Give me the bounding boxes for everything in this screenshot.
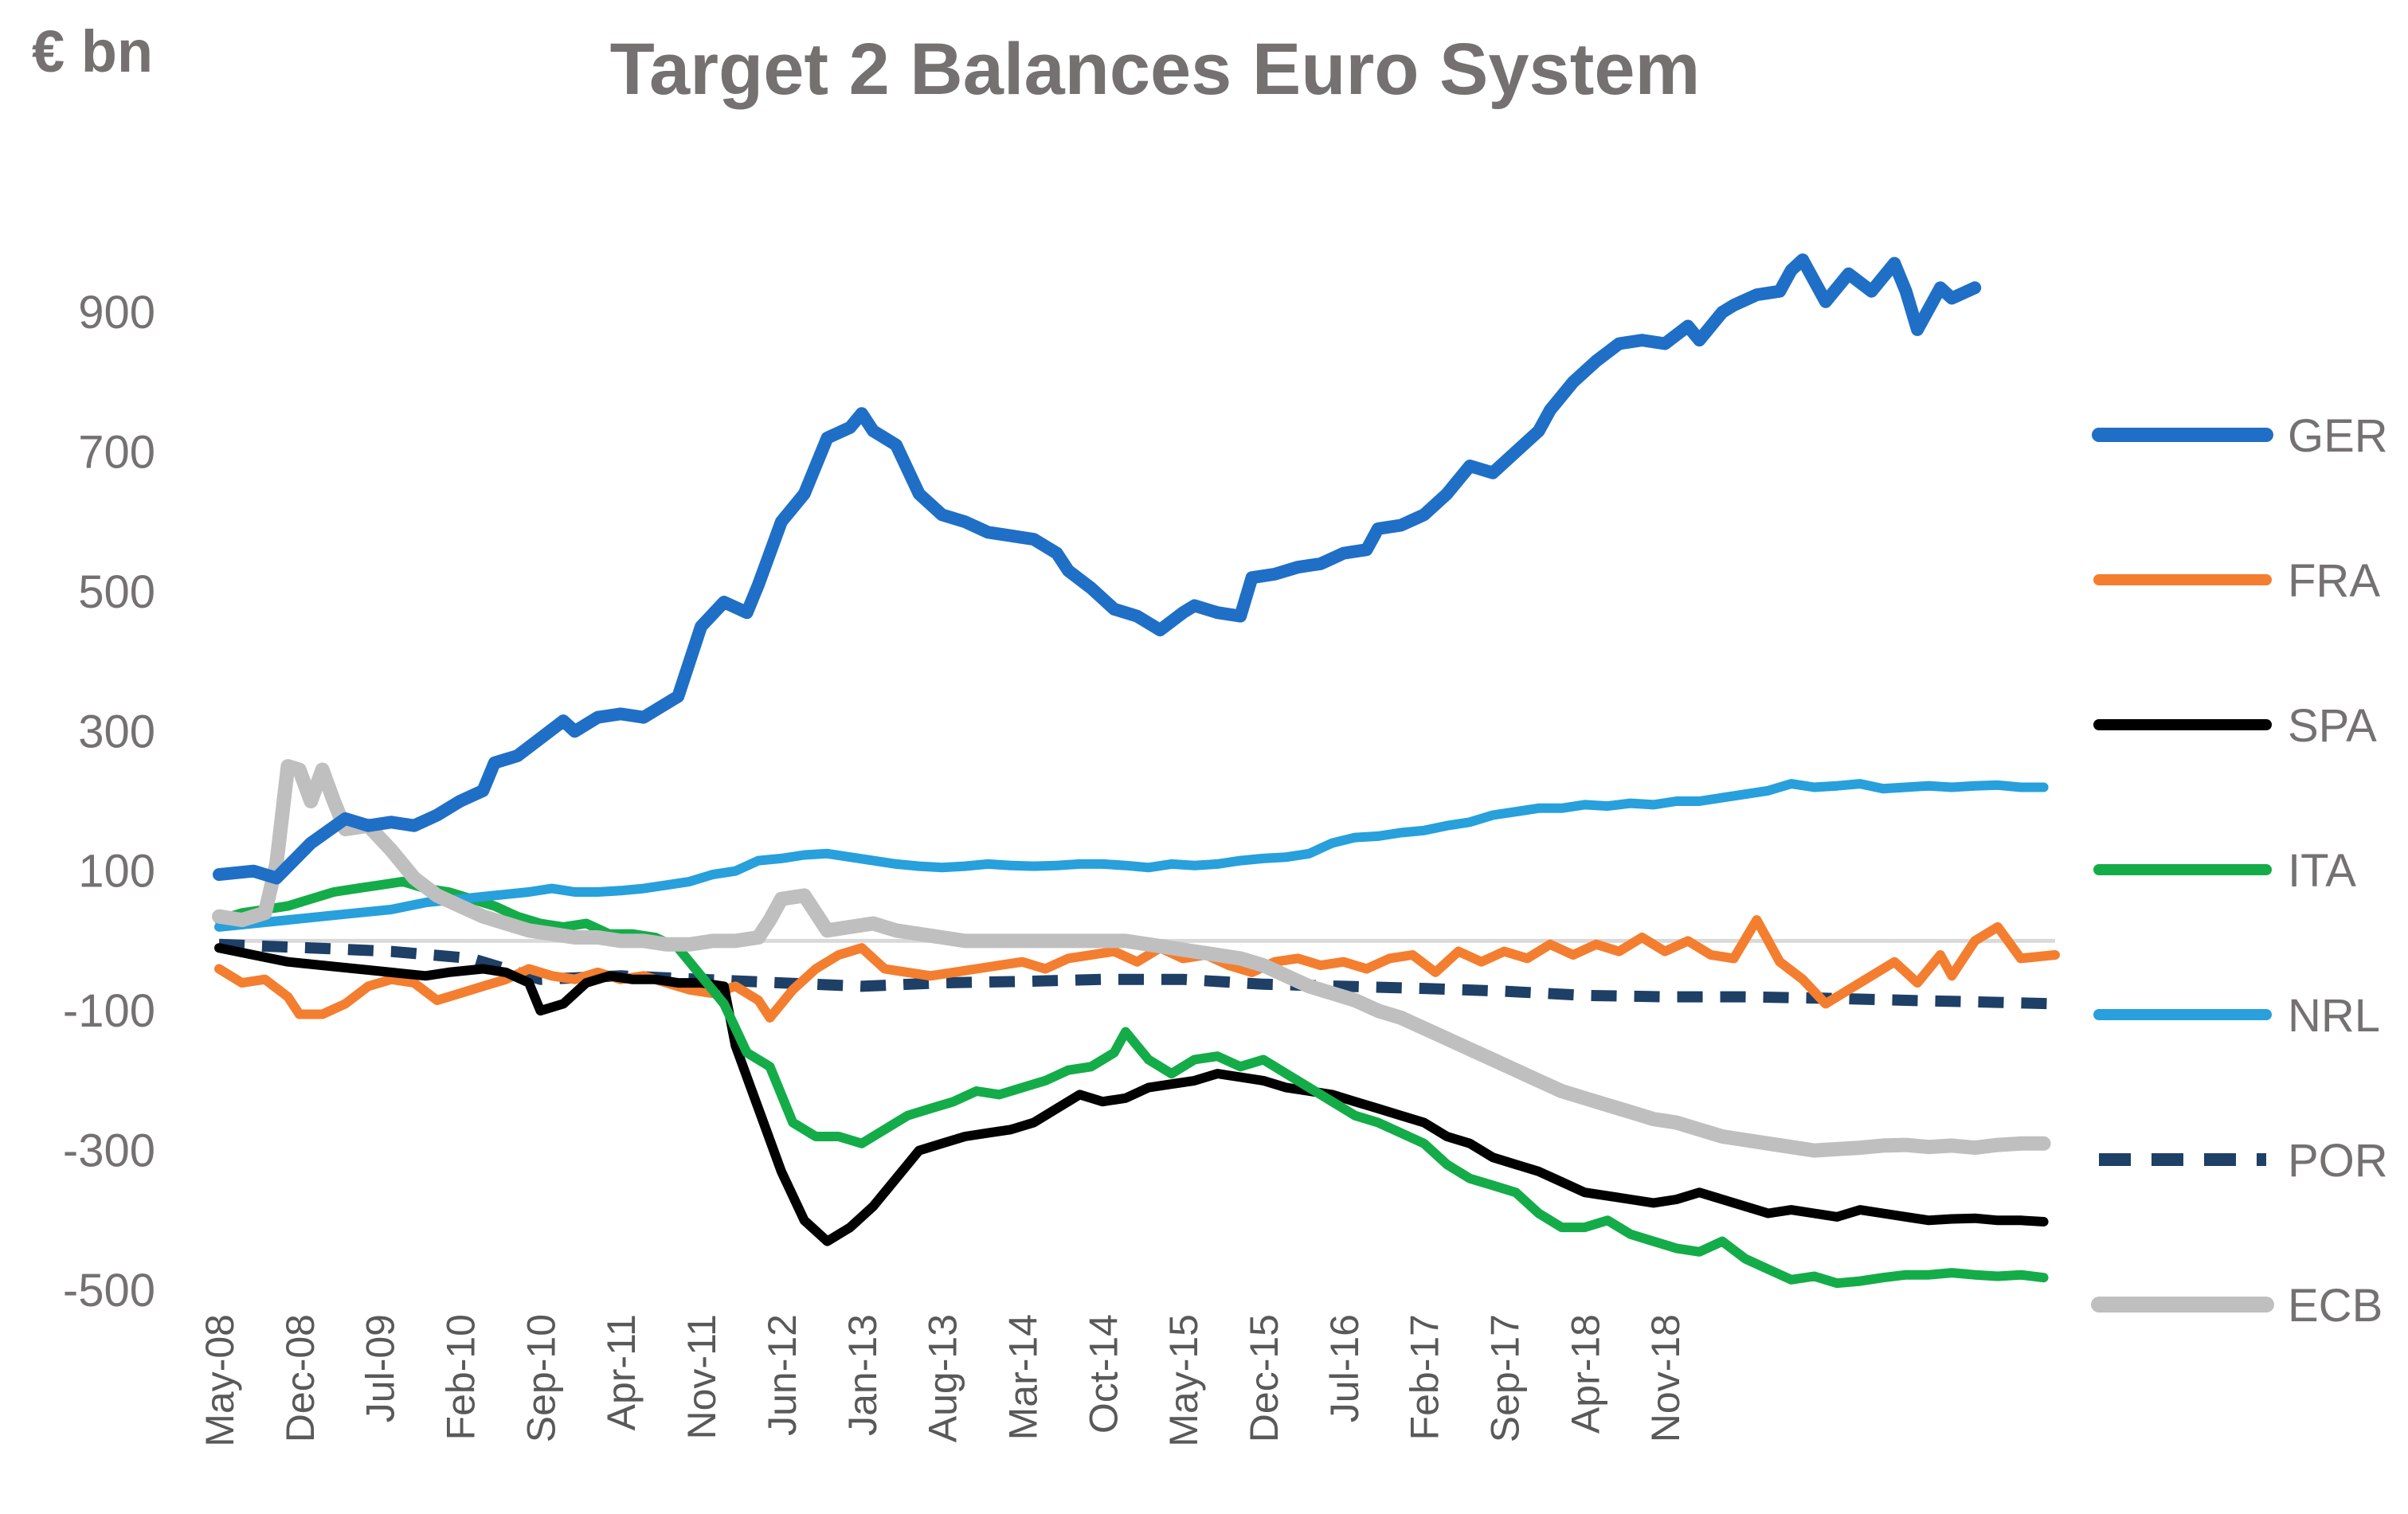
series-line-por [218, 938, 2056, 1010]
legend-label-fra: FRA [2288, 555, 2380, 607]
x-tick-label: May-08 [198, 1314, 242, 1447]
x-tick-label: Oct-14 [1081, 1314, 1126, 1434]
x-tick-label: Jan-13 [840, 1314, 885, 1436]
series-line-nrl [214, 779, 2049, 932]
y-tick-label: 900 [78, 287, 155, 338]
x-tick-label: Nov-11 [679, 1314, 724, 1439]
series-line-ecb [212, 759, 2051, 1158]
x-tick-label: Jul-09 [358, 1314, 403, 1422]
legend-label-ecb: ECB [2288, 1280, 2383, 1332]
x-tick-label: Feb-17 [1403, 1314, 1447, 1440]
y-tick-label: 100 [78, 846, 155, 898]
legend-label-nrl: NRL [2288, 990, 2380, 1042]
x-tick-label: May-15 [1161, 1314, 1206, 1447]
legend: GER FRA SPA ITA NRL POR ECB [2091, 410, 2388, 1332]
series-line-spa [214, 943, 2049, 1246]
x-tick-label: Dec-15 [1242, 1314, 1286, 1442]
series-line-ita [214, 876, 2049, 1289]
x-tick-label: Apr-11 [599, 1314, 644, 1430]
x-tick-label: Feb-10 [439, 1314, 484, 1440]
y-tick-label: -100 [63, 985, 155, 1037]
legend-label-por: POR [2288, 1135, 2388, 1187]
chart-title: Target 2 Balances Euro System [610, 29, 1701, 110]
x-tick-label: Sep-10 [519, 1314, 563, 1442]
x-tick-label: Jun-12 [760, 1314, 805, 1436]
y-tick-label: 700 [78, 426, 155, 478]
y-axis: 900 700 500 300 100 -100 -300 -500 [63, 287, 155, 1316]
legend-label-ita: ITA [2288, 845, 2356, 897]
y-tick-label: -500 [63, 1265, 155, 1316]
x-tick-label: Dec-08 [278, 1314, 323, 1442]
legend-label-ger: GER [2288, 410, 2388, 462]
y-axis-unit-label: € bn [32, 18, 153, 84]
x-tick-label: Mar-14 [1000, 1314, 1045, 1440]
y-tick-label: 300 [78, 706, 155, 757]
legend-label-spa: SPA [2288, 700, 2377, 752]
x-tick-label: Aug-13 [921, 1314, 965, 1442]
series-lines [212, 253, 2060, 1289]
x-tick-label: Sep-17 [1483, 1314, 1528, 1442]
x-tick-label: Apr-18 [1563, 1314, 1607, 1434]
y-tick-label: -300 [63, 1125, 155, 1177]
x-axis: May-08 Dec-08 Jul-09 Feb-10 Sep-10 Apr-11 Nov-… [198, 1314, 1688, 1447]
y-tick-label: 500 [78, 566, 155, 618]
x-tick-label: Nov-18 [1643, 1314, 1688, 1442]
series-line-ger [213, 253, 1982, 885]
x-tick-label: Jul-16 [1322, 1314, 1367, 1422]
